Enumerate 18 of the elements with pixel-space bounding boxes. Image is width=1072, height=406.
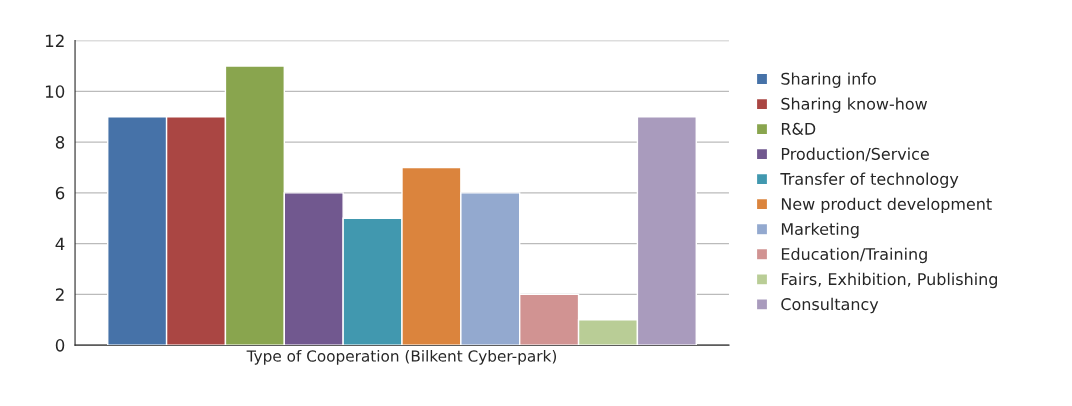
- legend-label: Consultancy: [781, 297, 879, 314]
- y-tick-label: 0: [55, 339, 65, 352]
- y-tick-label: 8: [55, 136, 65, 149]
- legend-label: Production/Service: [781, 147, 929, 162]
- legend-label: New product development: [781, 197, 992, 214]
- legend-label: Fairs, Exhibition, Publishing: [781, 272, 997, 289]
- legend-label: R&D: [781, 122, 816, 135]
- legend-label: Sharing know-how: [781, 97, 928, 113]
- y-tick-label: 4: [55, 237, 65, 250]
- x-tick-label: Type of Cooperation (Bilkent Cyber-park): [246, 349, 557, 365]
- y-tick-label: 2: [55, 288, 64, 301]
- y-tick-label: 6: [55, 186, 65, 200]
- y-tick-label: 12: [45, 34, 64, 47]
- legend-label: Transfer of technology: [780, 172, 959, 189]
- legend-label: Education/Training: [781, 247, 927, 264]
- y-tick-label: 10: [45, 85, 65, 98]
- legend-label: Sharing info: [781, 72, 876, 88]
- legend-label: Marketing: [781, 222, 859, 239]
